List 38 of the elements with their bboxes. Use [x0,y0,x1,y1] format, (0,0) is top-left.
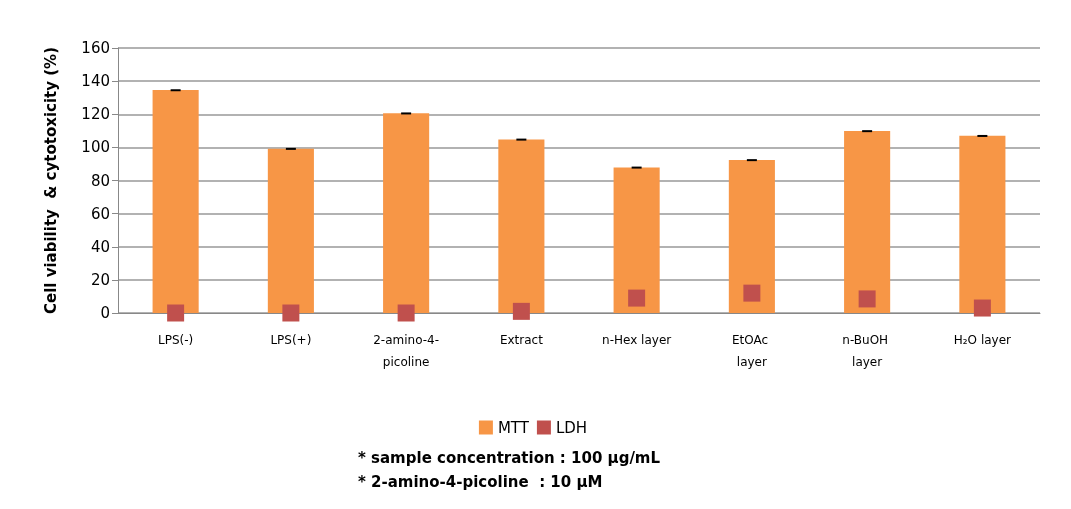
point [858,290,876,308]
bar [498,139,545,313]
bar [728,159,775,313]
point [628,289,646,307]
point [167,304,185,322]
y-tick-label: 120 [81,105,110,124]
point [973,299,991,317]
point [743,284,761,302]
bar [613,167,660,313]
text: * sample concentration : 100 µg/mL [358,448,661,467]
x-tick-label: Extract [499,333,544,347]
text: * 2-amino-4-picoline : 10 µM [358,472,603,491]
y-tick-label: 100 [81,138,110,157]
bar [844,130,891,313]
point [397,304,415,322]
x-tick-label: 2-amino-4-picoline [373,333,440,369]
legend-label: MTT [497,418,530,437]
y-tick-label: 160 [81,39,110,57]
legend-label: LDH [555,418,588,437]
y-tick-label: 80 [90,171,110,190]
y-tick-label: 60 [90,204,110,223]
point [282,304,300,322]
bar [152,90,199,313]
bar [959,135,1006,313]
bar [383,113,430,313]
x-tick-label: n-Hex layer [602,333,672,347]
point [512,302,530,320]
y-tick-label: 0 [100,304,110,322]
x-tick-label: LPS(-) [158,333,194,347]
bar [267,148,314,313]
x-tick-label: EtOAc layer [731,333,772,369]
y-axis-title: Cell viability & cytotoxicity (%) [41,47,60,314]
x-tick-label: LPS(+) [270,333,312,347]
y-tick-label: 20 [90,270,110,289]
y-tick-label: 40 [90,237,110,256]
x-tick-label: n-BuOH layer [842,333,892,369]
y-tick-label: 140 [81,72,110,91]
x-tick-label: H₂O layer [953,333,1012,347]
